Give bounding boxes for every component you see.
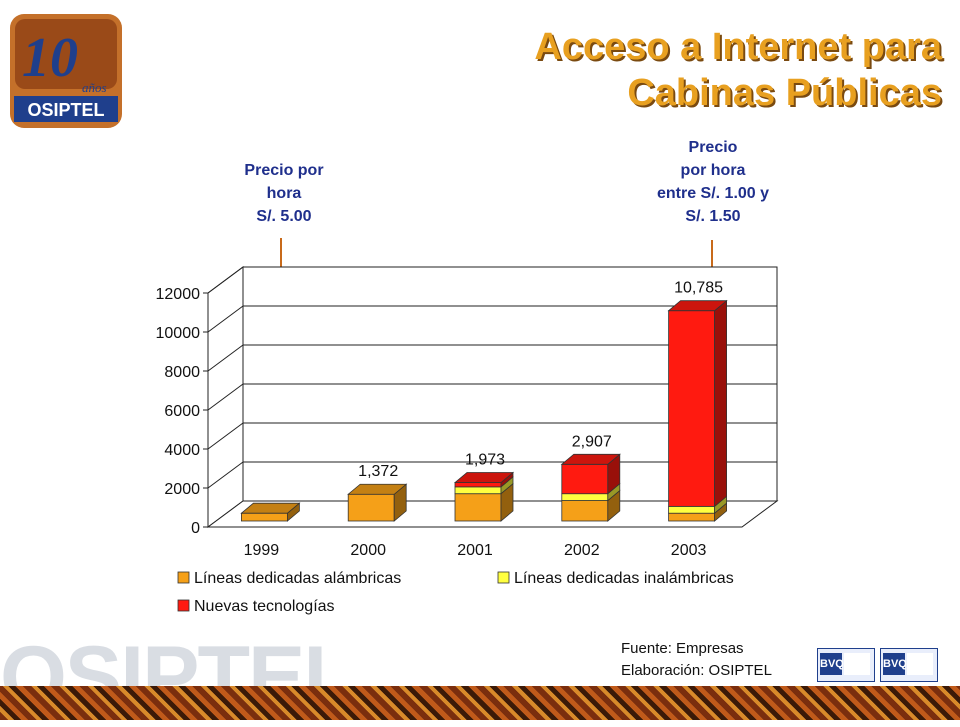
- decorative-pattern-band: [0, 686, 960, 720]
- data-label: 2,907: [572, 433, 612, 450]
- bvqi-certification-badge: BVQI: [817, 648, 875, 682]
- gridline: [207, 383, 244, 411]
- bar-segment-nuevas: [561, 463, 609, 495]
- bar-segment-nuevas: [668, 310, 715, 507]
- bar-top-face: [560, 453, 621, 465]
- logo-sub: años: [82, 80, 107, 95]
- bar-top-face: [347, 483, 408, 495]
- bar-segment-nuevas-side: [714, 299, 727, 508]
- legend-label: Nuevas tecnologías: [194, 598, 335, 615]
- legend-swatch: [177, 599, 190, 612]
- gridline: [207, 305, 244, 333]
- data-label: 10,785: [674, 280, 723, 297]
- source-note: Fuente: Empresas Elaboración: OSIPTEL: [621, 638, 772, 682]
- x-tick-label: 2000: [350, 542, 386, 559]
- y-tick-label: 10000: [156, 325, 201, 342]
- osiptel-logo: 10 años OSIPTEL: [10, 14, 122, 128]
- annotation-right-line: Precio: [688, 139, 738, 156]
- bar-segment-alambricas: [240, 512, 288, 522]
- legend-label: Líneas dedicadas inalámbricas: [514, 570, 734, 587]
- y-tick-label: 8000: [164, 364, 200, 381]
- data-label: 1,372: [358, 463, 398, 480]
- bar-segment-inalambricas: [454, 486, 502, 495]
- legend-label: Líneas dedicadas alámbricas: [194, 570, 401, 587]
- annotation-right: Precio por hora entre S/. 1.00 y S/. 1.5…: [620, 136, 806, 228]
- source-text: Fuente: Empresas: [621, 640, 744, 657]
- bar-segment-alambricas: [454, 493, 502, 522]
- legend-swatch: [497, 571, 510, 584]
- gridline: [207, 344, 244, 372]
- x-tick-label: 1999: [244, 542, 280, 559]
- y-tick-label: 12000: [156, 286, 201, 303]
- title-line-2: Cabinas Públicas: [627, 72, 942, 114]
- legend-swatch: [177, 571, 190, 584]
- bar-segment-alambricas: [668, 512, 715, 522]
- bar-segment-alambricas: [561, 500, 609, 522]
- annotation-right-line: por hora: [680, 162, 746, 179]
- y-tick-label: 0: [191, 520, 200, 537]
- certification-mark-icon: [844, 653, 870, 675]
- bar-top-face: [667, 300, 728, 312]
- bar-top-face: [240, 502, 301, 514]
- gridline: [207, 266, 244, 294]
- y-tick-label: 6000: [164, 403, 200, 420]
- x-tick-label: 2002: [564, 542, 600, 559]
- bar-segment-nuevas: [454, 482, 502, 488]
- annotation-left: Precio por hora S/. 5.00: [216, 159, 352, 228]
- data-label: 1,973: [465, 452, 505, 469]
- bar-segment-inalambricas: [561, 493, 609, 501]
- page-title: Acceso a Internet para Cabinas Públicas: [534, 24, 942, 116]
- logo-number: 10: [22, 27, 78, 89]
- annotation-left-line: Precio por: [244, 162, 324, 179]
- title-line-1: Acceso a Internet para: [534, 26, 942, 68]
- logo-text: OSIPTEL: [27, 100, 104, 120]
- bvqi-logo-text: BVQI: [883, 653, 910, 675]
- certification-mark-icon: [907, 653, 933, 675]
- y-tick-label: 2000: [164, 481, 200, 498]
- y-tick-label: 4000: [164, 442, 200, 459]
- gridline: [207, 422, 244, 450]
- bar-segment-alambricas: [347, 493, 395, 522]
- elaboration-text: Elaboración: OSIPTEL: [621, 662, 772, 679]
- bvqi-logo-text: BVQI: [820, 653, 847, 675]
- bar-segment-inalambricas: [668, 505, 715, 514]
- annotation-right-line: S/. 1.50: [685, 208, 741, 225]
- annotation-right-line: entre S/. 1.00 y: [656, 185, 770, 202]
- annotation-left-line: S/. 5.00: [256, 208, 312, 225]
- annotation-left-line: hora: [266, 185, 302, 202]
- x-tick-label: 2003: [671, 542, 707, 559]
- bar-top-face: [453, 472, 515, 483]
- x-tick-label: 2001: [457, 542, 493, 559]
- bvqi-certification-badge: BVQI: [880, 648, 938, 682]
- gridline: [207, 461, 244, 489]
